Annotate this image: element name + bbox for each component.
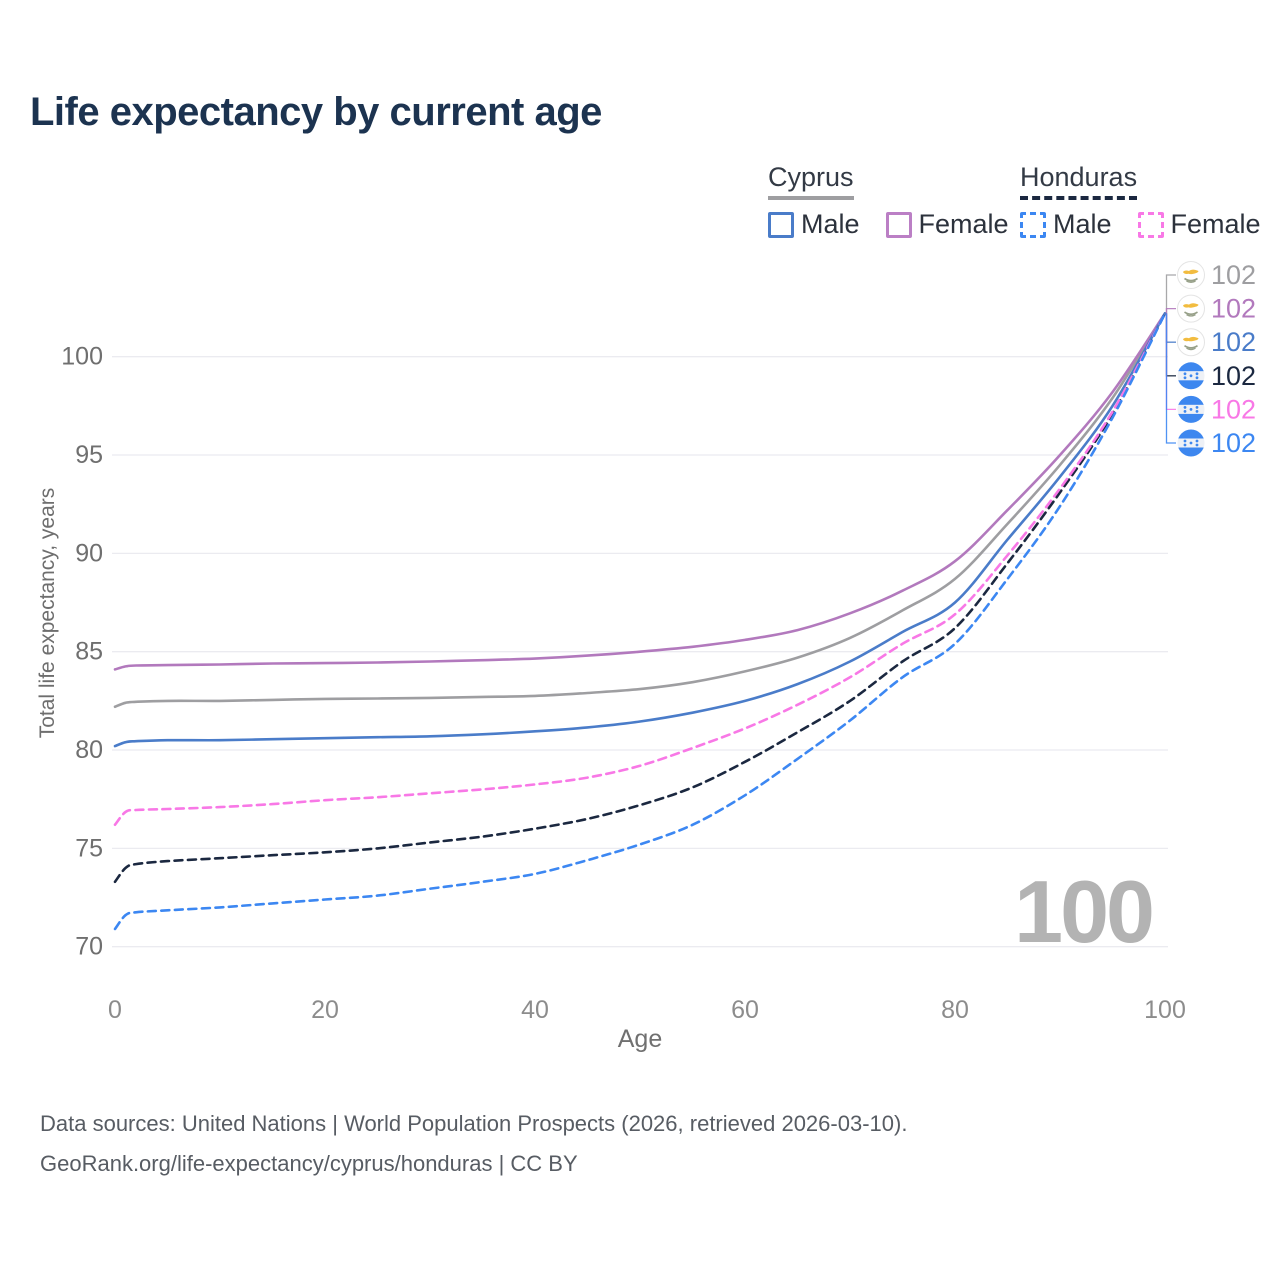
y-tick-75: 75 [75,834,103,862]
end-value-label-cyprus-female: 102 [1211,294,1256,324]
end-value-label-honduras-female: 102 [1211,394,1256,424]
series-line-cyprus-female[interactable] [113,312,1167,671]
y-tick-95: 95 [75,441,103,469]
legend-label: Female [1170,209,1261,239]
y-tick-100: 100 [61,343,103,371]
page-title: Life expectancy by current age [30,90,602,134]
end-value-label-cyprus-both: 102 [1211,260,1256,290]
x-tick-20: 20 [311,996,339,1024]
honduras-flag-icon [1177,395,1205,423]
x-tick-100: 100 [1144,996,1186,1024]
footer: Data sources: United Nations | World Pop… [40,1104,907,1184]
series-line-cyprus-male[interactable] [113,312,1167,748]
legend-item-honduras-female[interactable]: Female [1137,209,1261,240]
end-label-connector-honduras-male [1165,313,1176,444]
legend-country-honduras[interactable]: Honduras [1020,162,1138,200]
end-label-connector-honduras-both [1165,313,1176,377]
legend-group-cyprus: Cyprus Male Female [768,162,1009,240]
x-tick-60: 60 [731,996,759,1024]
end-label-connector-honduras-female [1165,313,1176,411]
series-line-cyprus-both[interactable] [113,312,1167,709]
honduras-flag-icon [1177,429,1205,457]
honduras-male-swatch-icon [1020,211,1046,238]
honduras-female-swatch-icon [1137,211,1164,238]
legend-item-cyprus-female[interactable]: Female [885,209,1009,240]
y-tick-80: 80 [75,736,103,764]
y-tick-70: 70 [75,933,103,961]
x-axis-title: Age [618,1025,662,1053]
end-value-label-cyprus-male: 102 [1211,327,1256,357]
y-tick-85: 85 [75,638,103,666]
legend-item-cyprus-male[interactable]: Male [768,209,860,240]
series-line-honduras-male[interactable] [113,312,1167,931]
cyprus-female-swatch-icon [885,211,912,238]
end-label-connector-cyprus-male [1165,313,1176,343]
cyprus-flag-icon [1177,261,1205,289]
legend-label: Female [918,209,1009,239]
x-tick-40: 40 [521,996,549,1024]
y-axis-title: Total life expectancy, years [36,487,59,739]
cyprus-flag-icon [1177,294,1205,323]
honduras-flag-icon [1177,362,1205,390]
x-tick-0: 0 [108,996,122,1024]
x-tick-80: 80 [941,996,969,1024]
legend-label: Male [801,209,860,239]
footer-data-sources: Data sources: United Nations | World Pop… [40,1111,908,1136]
y-tick-90: 90 [75,539,103,567]
legend-country-cyprus[interactable]: Cyprus [768,162,854,200]
age-counter: 100 [1014,862,1155,961]
series-line-honduras-both[interactable] [113,312,1167,884]
legend-group-honduras: Honduras Male Female [1020,162,1261,240]
footer-attribution[interactable]: GeoRank.org/life-expectancy/cyprus/hondu… [40,1151,578,1176]
cyprus-flag-icon [1177,328,1205,357]
legend-label: Male [1053,209,1112,239]
end-value-label-honduras-both: 102 [1211,361,1256,391]
series-line-honduras-female[interactable] [113,312,1167,827]
end-value-label-honduras-male: 102 [1211,428,1256,458]
cyprus-male-swatch-icon [768,211,794,238]
end-label-connector-cyprus-both [1165,274,1176,314]
end-label-connector-cyprus-female [1165,307,1176,314]
legend-item-honduras-male[interactable]: Male [1020,209,1112,240]
